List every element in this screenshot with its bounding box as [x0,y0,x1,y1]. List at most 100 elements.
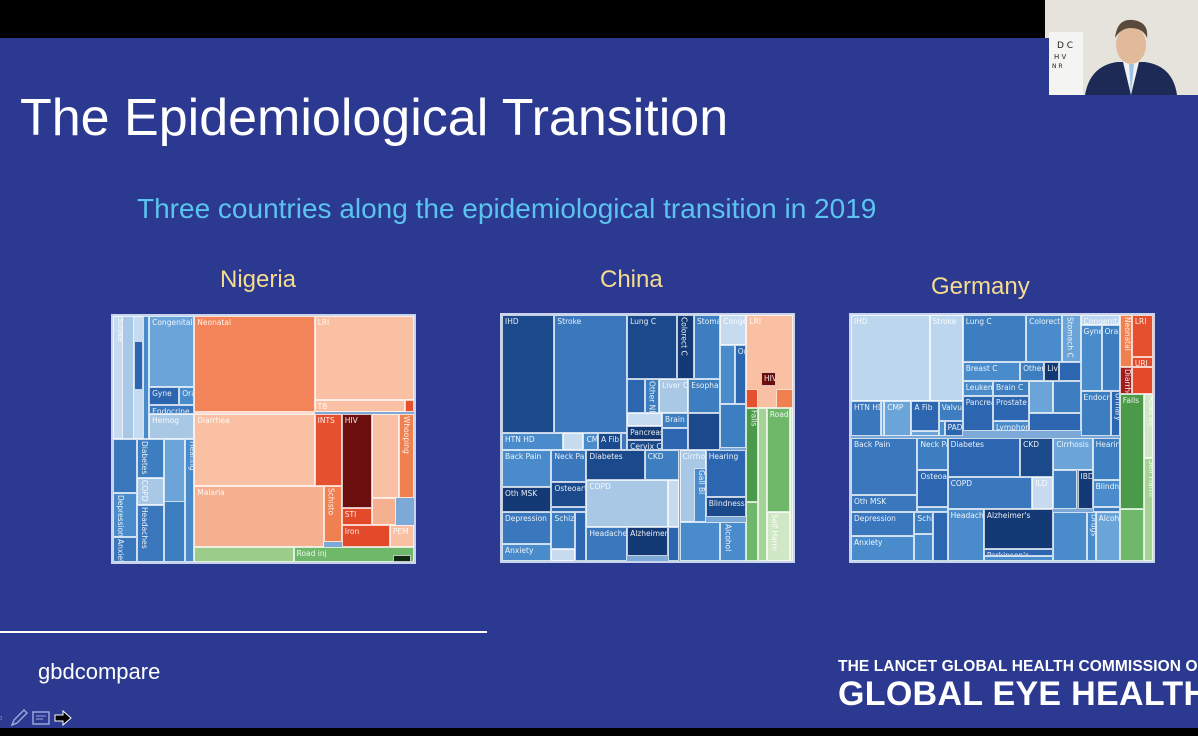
treemap-cell-stomach-c[interactable]: Stomach C [1062,315,1081,362]
treemap-cell[interactable] [1131,366,1153,394]
treemap-cell-neck-pain[interactable]: Neck Pain [551,450,587,483]
treemap-cell-headaches[interactable]: Headaches [586,526,628,561]
treemap-cell-blindness[interactable]: Blindness [705,497,747,517]
treemap-cell-gall-bl[interactable]: Gall Bl [694,467,706,522]
treemap-cell-cmp[interactable]: CMP [583,433,599,451]
treemap-cell-diarrhea[interactable]: Diarrhea [1119,366,1132,394]
treemap-cell-ints[interactable]: INTS [314,414,342,486]
treemap-cell-road-inj[interactable]: Road Inj [1143,393,1153,458]
treemap-cell[interactable] [1119,509,1144,561]
treemap-cell[interactable] [371,498,396,526]
treemap-cell-osteoarth[interactable]: Osteoarth [551,482,587,507]
treemap-cell[interactable] [983,556,1054,561]
treemap-cell[interactable] [551,548,575,561]
treemap-cell-oral[interactable]: Oral [734,344,747,404]
treemap-cell-hearing[interactable]: Hearing [1092,438,1120,480]
treemap-cell-ild[interactable]: ILD [1032,477,1054,510]
treemap-cell[interactable] [938,420,945,436]
treemap-cell[interactable] [134,340,144,390]
treemap-cell-endocrine[interactable]: Endocrine [1080,391,1111,436]
treemap-cell-hiv[interactable]: HIV [760,371,776,387]
treemap-cell[interactable] [758,408,767,561]
treemap-cell-lymphoma[interactable]: Lymphoma [992,420,1030,431]
treemap-cell-blindness[interactable]: Blindness [1092,479,1120,507]
treemap-cell-pem[interactable]: PEM [389,525,414,548]
treemap-cell-schiz[interactable]: Schiz [551,511,575,549]
treemap-cell[interactable] [688,413,721,451]
treemap-cell-hearing[interactable]: Hearing [705,450,747,498]
treemap-cell-gyne[interactable]: Gyne [149,387,180,405]
treemap-cell[interactable] [1053,469,1078,510]
treemap-cell[interactable] [746,501,759,561]
treemap-cell-depression[interactable]: Depression [113,493,138,538]
treemap-cell-diabetes[interactable]: Diabetes [586,450,645,480]
treemap-cell-hiv[interactable]: HIV [341,414,372,508]
treemap-cell-diabetes[interactable]: Diabetes [137,439,165,479]
treemap-cell[interactable] [392,554,411,562]
treemap-cell[interactable] [667,479,680,527]
treemap-cell-congenital[interactable]: Congenital [149,316,195,388]
treemap-cell[interactable] [667,526,680,561]
treemap-cell[interactable] [164,500,186,562]
treemap-cell-alcohol[interactable]: Alcohol [720,521,747,561]
treemap-cell-pad[interactable]: PAD [944,420,963,436]
treemap-cell-whooping[interactable]: Whooping [398,414,414,499]
treemap-cell[interactable] [371,414,399,499]
treemap-cell[interactable] [1059,361,1081,382]
treemap-cell[interactable] [932,511,948,561]
treemap-cell-gyne[interactable]: Gyne [1080,324,1102,392]
treemap-cell-endocrine[interactable]: Endocrine [149,404,195,415]
subtitles-icon[interactable] [32,709,50,727]
treemap-cell-schiz[interactable]: Schiz [914,511,933,534]
treemap-cell-neonatal[interactable]: Neonatal [194,316,315,412]
treemap-cell-a-fib[interactable]: A Fib [598,433,622,451]
treemap-cell[interactable] [720,344,735,404]
treemap-cell-brain-c[interactable]: Brain C [662,413,689,429]
treemap-cell-pancreas-c[interactable]: Pancreas C [962,396,993,431]
treemap-cell-depression[interactable]: Depression [502,511,552,544]
treemap-cell-tb[interactable]: TB [314,399,405,412]
treemap-cell[interactable] [1029,413,1081,431]
treemap-cell-cirrhosis[interactable]: Cirrhosis [1053,438,1093,470]
treemap-cell[interactable] [1053,381,1081,414]
treemap-cell[interactable] [194,411,315,415]
treemap-cell[interactable] [790,408,793,561]
treemap-cell-a-fib[interactable]: A Fib [911,401,939,431]
treemap-cell-falls[interactable]: Falls [1119,393,1144,510]
treemap-cell[interactable] [627,413,663,426]
treemap-cell-depression[interactable]: Depression [851,511,915,537]
treemap-cell-drugs[interactable]: Drugs [1086,511,1096,561]
treemap-cell-road-inj[interactable]: Road inj [293,547,414,562]
treemap-cell-cervix-c[interactable]: Cervix C [627,440,663,451]
treemap-cell-alzheimer-s[interactable]: Alzheimer's [627,526,668,557]
slide-icon[interactable] [0,709,6,727]
treemap-cell-road-inj[interactable]: Road Inj [766,408,791,512]
treemap-cell-anxiety[interactable]: Anxiety [502,543,552,561]
treemap-cell-back-pain[interactable]: Back Pain [502,450,552,488]
treemap-cell[interactable] [911,430,939,436]
treemap-cell[interactable] [1053,511,1087,561]
treemap-cell-ckd[interactable]: CKD [1020,438,1054,478]
treemap-cell-ibd[interactable]: IBD [1077,469,1093,510]
treemap-cell-congenital[interactable]: Congenital [720,315,747,345]
treemap-cell-stroke[interactable]: Stroke [929,315,963,402]
treemap-cell-headaches[interactable]: Headaches [137,505,165,562]
treemap-cell[interactable] [1029,381,1054,414]
treemap-cell-urinary[interactable]: Urinary [1110,391,1120,436]
treemap-cell-ihd[interactable]: IHD [851,315,930,402]
treemap-cell-back-pain[interactable]: Back Pain [851,438,918,495]
treemap-cell-brain-c[interactable]: Brain C [992,381,1030,397]
treemap-cell-oth-msk[interactable]: Oth MSK [851,494,918,512]
treemap-cell-oth-msk[interactable]: Oth MSK [502,487,552,512]
treemap-cell-neck-pain[interactable]: Neck Pain [917,438,948,470]
treemap-cell-other-nn[interactable]: Other NN [644,378,660,414]
treemap-cell-stomach-c[interactable]: Stomach C [694,315,721,379]
treemap-cell[interactable] [914,533,933,561]
treemap-cell-stroke[interactable]: Stroke [554,315,628,434]
treemap-cell-colorect-c[interactable]: Colorect C [676,315,695,379]
treemap-cell-self-harm[interactable]: Self Harm [1143,457,1153,561]
treemap-cell-hemog[interactable]: Hemog [149,414,195,439]
treemap-cell-alzheimer-s[interactable]: Alzheimer's [983,509,1054,549]
treemap-cell[interactable] [143,316,150,439]
treemap-cell[interactable] [122,316,135,439]
